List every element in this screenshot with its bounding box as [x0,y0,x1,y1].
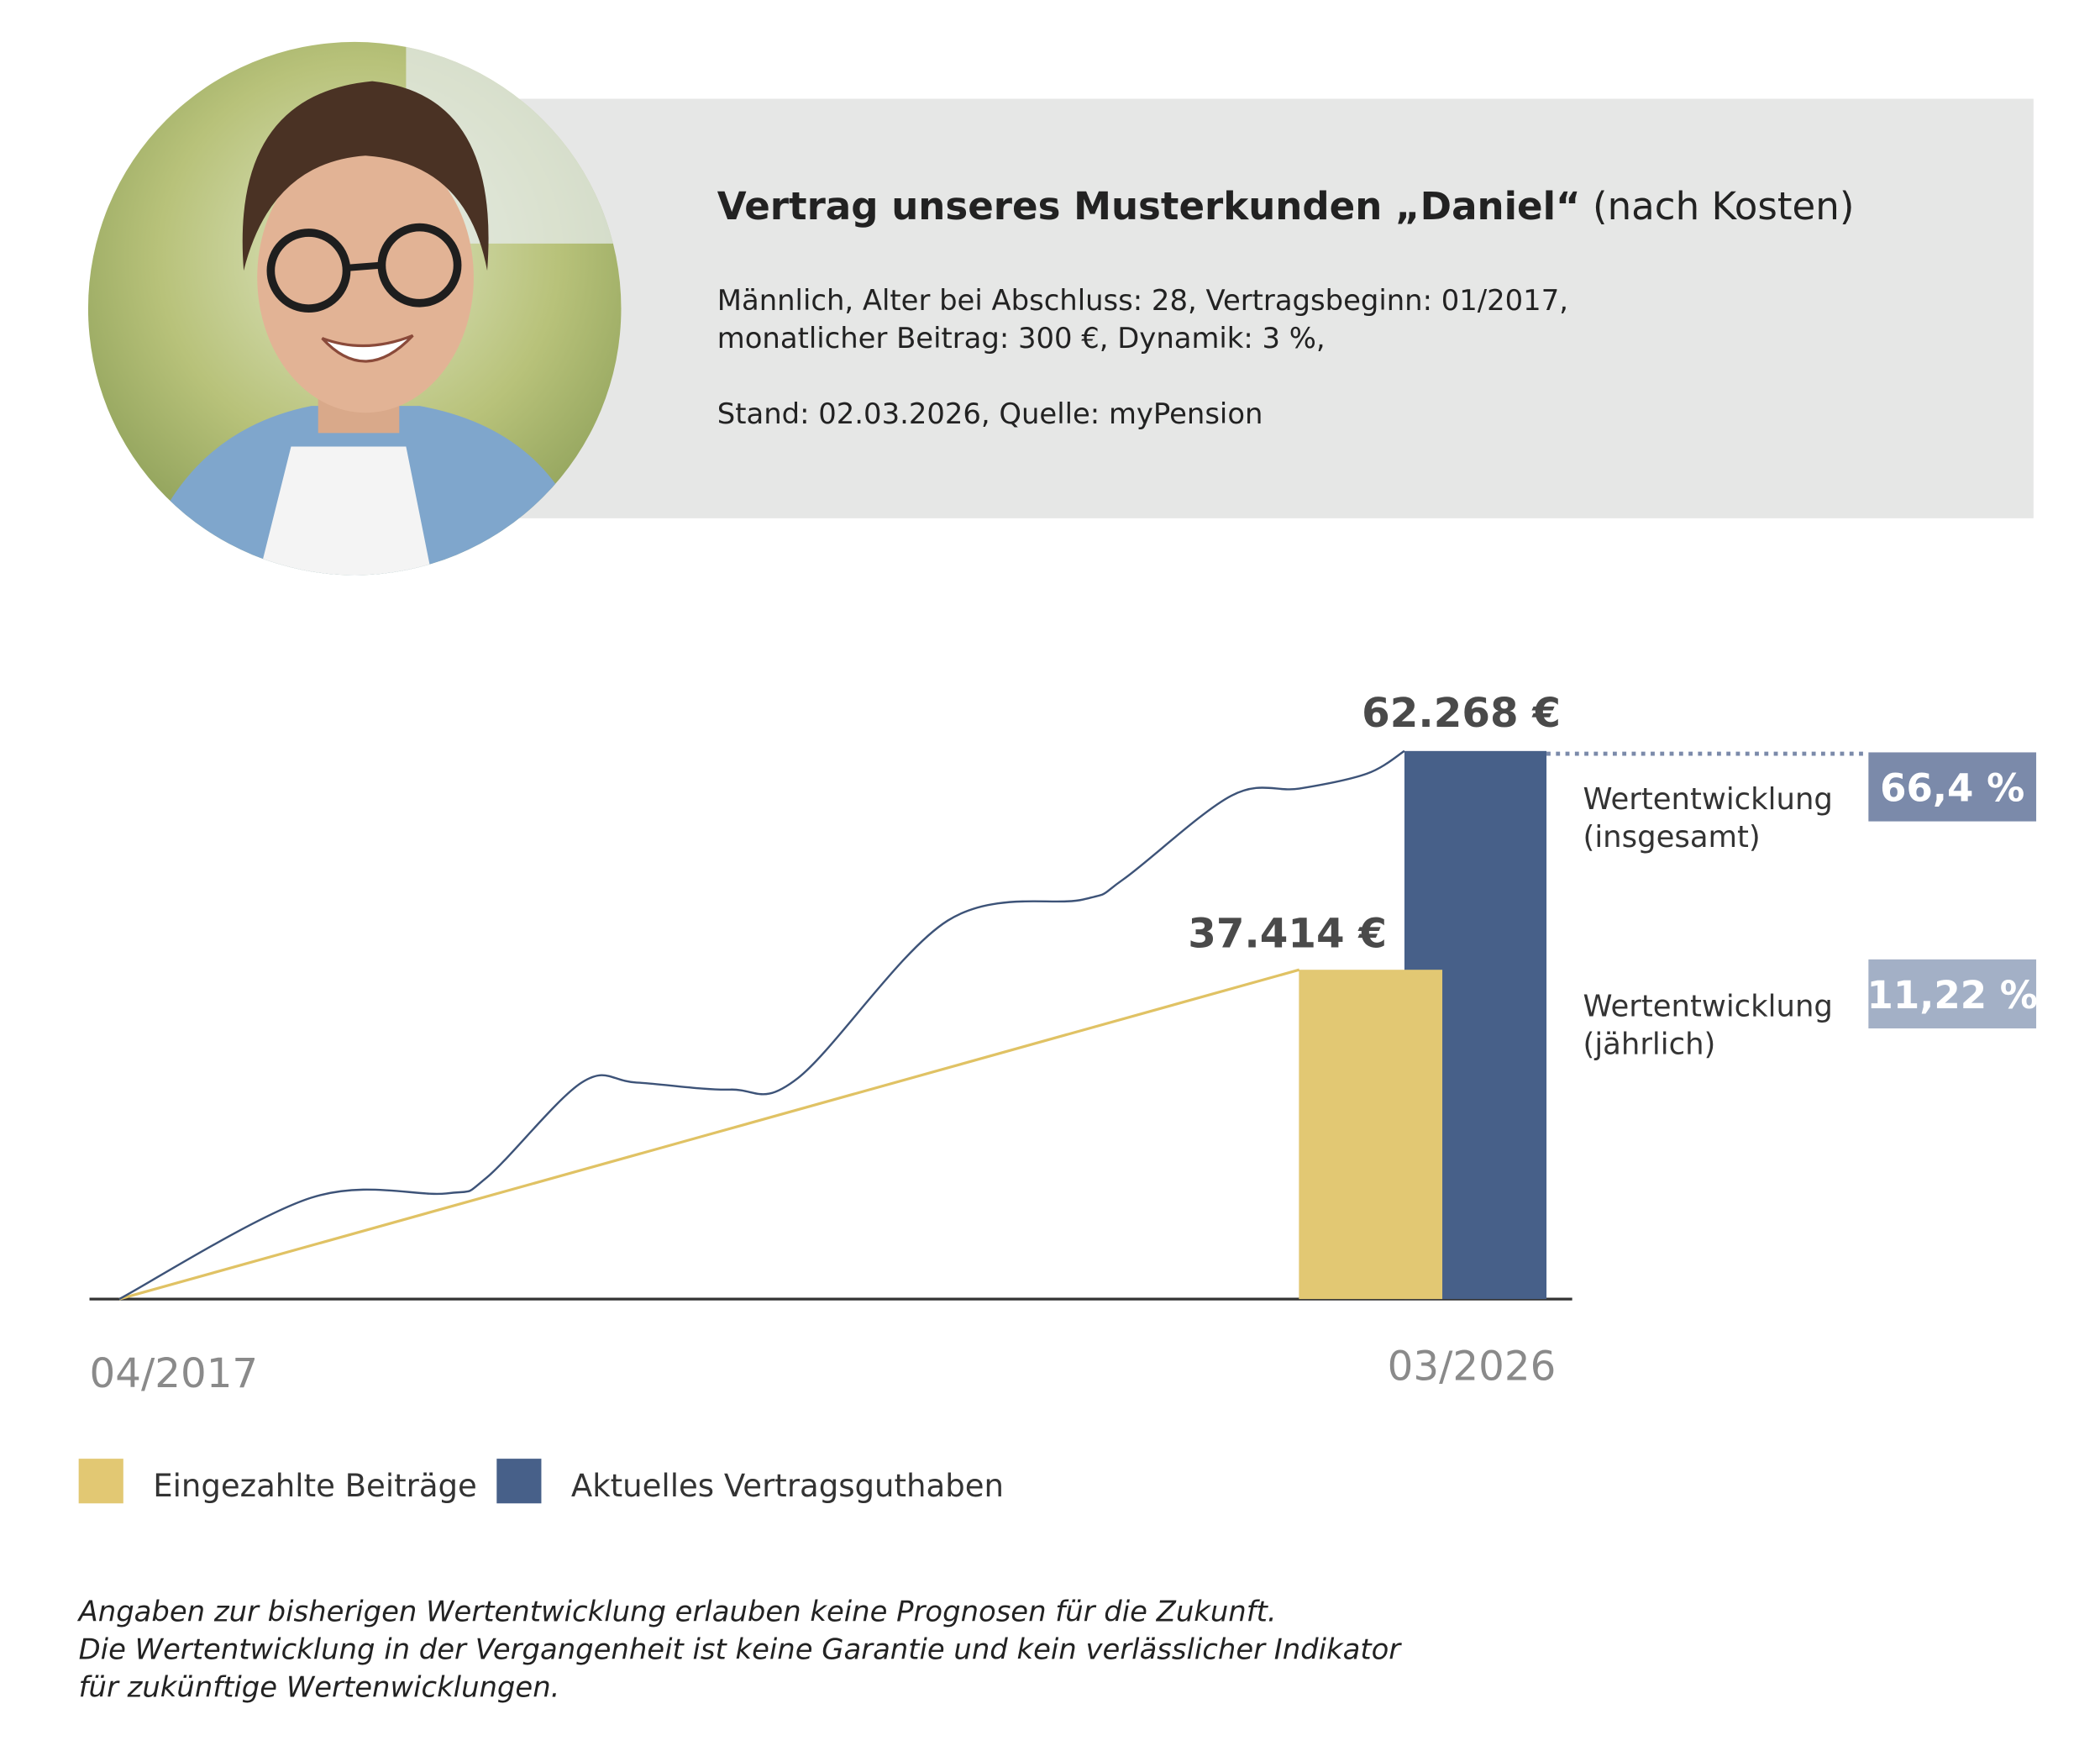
photo [87,41,622,576]
title-bold: Vertrag unseres Musterkunden „Daniel“ [717,184,1581,229]
value-label: 62.268 € [1362,690,1561,737]
badge-value: 11,22 % [1866,973,2037,1017]
legend-label: Eingezahlte Beiträge [153,1468,477,1504]
footnote: für zukünftige Wertenwicklungen. [79,1671,560,1704]
value-label: 37.414 € [1188,910,1387,957]
header-box [514,98,2034,518]
x-tick-label: 04/2017 [90,1350,259,1397]
annotation-label: Wertentwicklung [1583,989,1833,1023]
title: Vertrag unseres Musterkunden „Daniel“ (n… [717,184,1855,229]
annotation-label: Wertentwicklung [1583,782,1833,817]
detail: Männlich, Alter bei Abschluss: 28, Vertr… [717,284,1568,317]
title-suffix: (nach Kosten) [1581,184,1855,229]
footnote: Angaben zur bisherigen Wertentwicklung e… [77,1595,1277,1627]
legend-swatch [496,1459,542,1504]
detail: monatlicher Beitrag: 300 €, Dynamik: 3 %… [717,322,1326,355]
line [118,749,1405,1301]
footnote: Die Wertentwicklung in der Vergangenheit… [79,1633,1403,1665]
badge-value: 66,4 % [1880,765,2024,810]
line [118,968,1300,1301]
source: Stand: 02.03.2026, Quelle: myPension [717,397,1263,430]
x-tick-label: 03/2026 [1388,1343,1557,1391]
annotation-label: (insgesamt) [1583,820,1761,854]
legend-label: Aktuelles Vertragsguthaben [571,1468,1004,1504]
badge [1868,959,2037,1028]
badge [1868,752,2037,822]
legend-swatch [78,1459,123,1504]
annotation-label: (jährlich) [1583,1028,1716,1062]
bar [1299,970,1443,1300]
